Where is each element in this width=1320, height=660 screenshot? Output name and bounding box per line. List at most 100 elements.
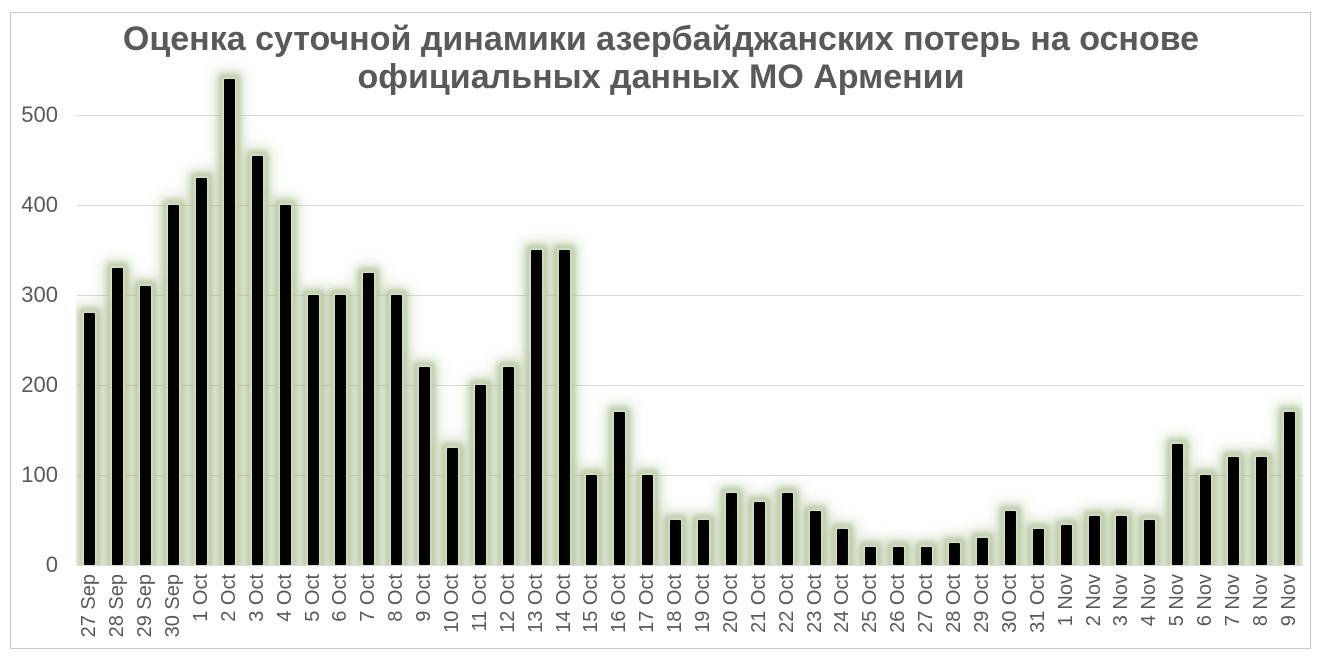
- bar: [809, 511, 821, 565]
- bar: [1227, 457, 1239, 565]
- x-axis-tick-label: 10 Oct: [441, 574, 464, 633]
- gridline: [77, 115, 1303, 116]
- bar-slot: [829, 58, 857, 565]
- x-axis-tick-label: 7 Nov: [1221, 574, 1244, 627]
- x-axis-label-slot: 23 Oct: [801, 574, 829, 646]
- x-axis-tick-label: 2 Nov: [1082, 574, 1105, 627]
- x-axis-label-slot: 21 Oct: [745, 574, 773, 646]
- x-axis-tick-label: 6 Nov: [1194, 574, 1217, 627]
- bar: [363, 272, 375, 565]
- x-axis-label-slot: 8 Oct: [383, 574, 411, 646]
- bar-slot: [1247, 58, 1275, 565]
- bar: [1144, 520, 1156, 565]
- x-axis-tick-label: 27 Oct: [915, 574, 938, 633]
- x-axis-tick-label: 4 Nov: [1138, 574, 1161, 627]
- bar-slot: [662, 58, 690, 565]
- x-axis-label-slot: 30 Oct: [996, 574, 1024, 646]
- x-axis-tick-label: 12 Oct: [496, 574, 519, 633]
- x-axis-label-slot: 17 Oct: [634, 574, 662, 646]
- bar: [140, 286, 152, 565]
- bar-slot: [271, 58, 299, 565]
- bar-slot: [494, 58, 522, 565]
- y-axis-tick-label: 400: [21, 192, 58, 217]
- bar: [196, 178, 207, 565]
- bar: [251, 155, 263, 565]
- bar-slot: [801, 58, 829, 565]
- x-axis-label-slot: 5 Oct: [299, 574, 327, 646]
- x-axis-tick-label: 30 Sep: [162, 574, 185, 638]
- bar-slot: [76, 58, 104, 565]
- x-axis-label-slot: 11 Oct: [466, 574, 494, 646]
- bar-slot: [411, 58, 439, 565]
- gridline: [77, 295, 1303, 296]
- x-axis-tick-label: 19 Oct: [692, 574, 715, 633]
- x-axis-label-slot: 16 Oct: [606, 574, 634, 646]
- x-axis-label-slot: 24 Oct: [829, 574, 857, 646]
- bar: [1004, 511, 1016, 565]
- bar-slot: [1164, 58, 1192, 565]
- bar: [1088, 515, 1100, 565]
- x-axis-label-slot: 4 Oct: [271, 574, 299, 646]
- x-axis-label-slot: 12 Oct: [494, 574, 522, 646]
- bar: [447, 448, 459, 565]
- y-axis-tick-label: 200: [21, 372, 58, 397]
- x-axis-label-slot: 30 Sep: [160, 574, 188, 646]
- gridline: [77, 385, 1303, 386]
- bar-slot: [383, 58, 411, 565]
- x-axis-label-slot: 14 Oct: [550, 574, 578, 646]
- x-axis-tick-label: 23 Oct: [803, 574, 826, 633]
- x-axis-tick-label: 9 Nov: [1277, 574, 1300, 627]
- bar-slot: [439, 58, 467, 565]
- bar: [307, 295, 319, 565]
- bar-slot: [1024, 58, 1052, 565]
- x-axis-label-slot: 5 Nov: [1164, 574, 1192, 646]
- bar-slot: [996, 58, 1024, 565]
- x-axis-tick-label: 4 Oct: [273, 574, 296, 622]
- bar-slot: [522, 58, 550, 565]
- bar: [279, 205, 291, 565]
- bar-slot: [941, 58, 969, 565]
- bar: [949, 542, 961, 565]
- x-axis-tick-label: 6 Oct: [329, 574, 352, 622]
- x-axis-label-slot: 26 Oct: [885, 574, 913, 646]
- x-axis-label-slot: 29 Sep: [132, 574, 160, 646]
- bar-slot: [606, 58, 634, 565]
- bar: [1032, 529, 1044, 565]
- x-axis-tick-label: 21 Oct: [747, 574, 770, 633]
- x-axis-label-slot: 31 Oct: [1024, 574, 1052, 646]
- bar-series: [76, 58, 1303, 565]
- x-axis-tick-label: 1 Oct: [190, 574, 212, 622]
- bar: [865, 547, 877, 565]
- x-axis-tick-label: 22 Oct: [775, 574, 798, 633]
- x-axis-label-slot: 3 Nov: [1108, 574, 1136, 646]
- bar: [781, 493, 793, 565]
- bar-slot: [578, 58, 606, 565]
- chart-title: Оценка суточной динамики азербайджанских…: [11, 20, 1311, 96]
- bar: [474, 385, 486, 565]
- bar-slot: [327, 58, 355, 565]
- x-axis-label-slot: 8 Nov: [1247, 574, 1275, 646]
- x-axis-label-slot: 6 Nov: [1192, 574, 1220, 646]
- x-axis-label-slot: 10 Oct: [439, 574, 467, 646]
- x-axis-label-slot: 1 Oct: [188, 574, 216, 646]
- bar-slot: [215, 58, 243, 565]
- bar: [893, 547, 905, 565]
- bar: [391, 295, 403, 565]
- x-axis-label-slot: 28 Oct: [941, 574, 969, 646]
- bar: [698, 520, 710, 565]
- x-axis-label-slot: 7 Oct: [355, 574, 383, 646]
- chart-title-line-1: Оценка суточной динамики азербайджанских…: [122, 20, 1200, 58]
- bar-slot: [1080, 58, 1108, 565]
- bar: [976, 538, 988, 565]
- x-axis-tick-label: 20 Oct: [719, 574, 742, 633]
- bar: [1060, 524, 1072, 565]
- x-axis-tick-label: 5 Nov: [1166, 574, 1189, 627]
- x-axis-label-slot: 25 Oct: [857, 574, 885, 646]
- x-axis-tick-label: 3 Nov: [1110, 574, 1133, 627]
- x-axis-label-slot: 9 Nov: [1275, 574, 1303, 646]
- bar-slot: [634, 58, 662, 565]
- bar-slot: [717, 58, 745, 565]
- bar-slot: [299, 58, 327, 565]
- bar: [558, 250, 570, 565]
- x-axis-tick-label: 11 Oct: [468, 574, 491, 632]
